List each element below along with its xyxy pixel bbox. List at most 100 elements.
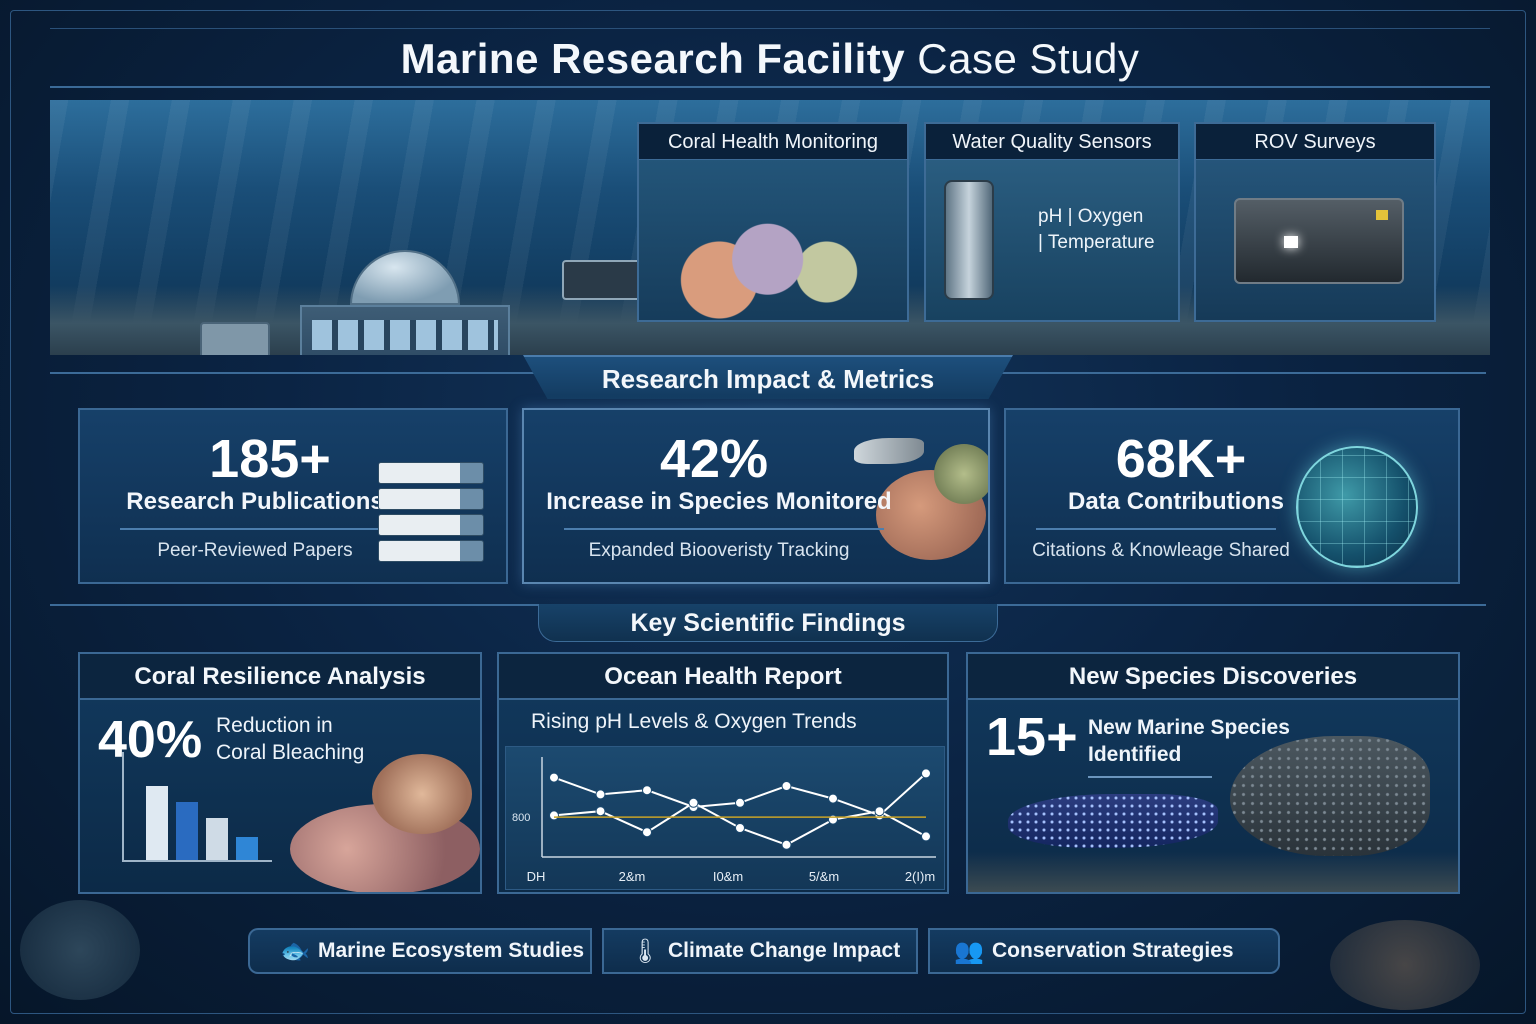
metric-subtext: Peer-Reviewed Papers — [157, 540, 353, 561]
metric-card-species: 42% Increase in Species Monitored Expand… — [522, 408, 990, 584]
findings-banner: Key Scientific Findings — [538, 604, 998, 642]
ocean-line-chart: 800 DH 2&m I0&m 5/&m 2(I)m — [505, 746, 945, 890]
people-icon: 👥 — [954, 937, 984, 965]
metric-value: 68K+ — [1115, 429, 1247, 489]
coral-image — [372, 754, 472, 834]
card-title: New Species Discoveries — [968, 654, 1458, 700]
sensor-overlay-text: pH | Oxygen | Temperature — [1038, 204, 1155, 256]
x-tick-label: 2(I)m — [905, 869, 935, 884]
data-point — [921, 768, 931, 779]
metrics-banner: Research Impact & Metrics — [523, 355, 1013, 399]
data-point — [595, 789, 606, 800]
books-icon — [378, 462, 484, 566]
coral-resilience-card: Coral Resilience Analysis 40% Reduction … — [78, 652, 482, 894]
panel-caption: Coral Health Monitoring — [639, 124, 907, 160]
footer-label: Marine Ecosystem Studies — [318, 939, 585, 962]
data-point — [642, 785, 652, 796]
coral-label-line: Reduction in — [216, 714, 333, 737]
y-tick-label: 800 — [512, 812, 530, 824]
species-rule — [1088, 776, 1212, 778]
metric-rule — [120, 528, 390, 530]
habitat-windows — [312, 320, 498, 350]
globe-icon — [1296, 446, 1418, 568]
coral-decoration — [1330, 920, 1480, 1010]
species-value: 15+ — [986, 707, 1078, 767]
habitat-pod — [200, 322, 270, 355]
data-point — [642, 827, 652, 838]
coral-label: Reduction in Coral Bleaching — [216, 712, 364, 766]
series-line — [553, 772, 927, 817]
data-point — [828, 793, 838, 804]
data-point — [549, 810, 559, 821]
water-quality-panel: Water Quality Sensors pH | Oxygen | Temp… — [924, 122, 1180, 322]
title-bold: Marine Research Facility — [400, 35, 906, 82]
footer-label: Climate Change Impact — [668, 939, 901, 962]
mini-bar — [176, 801, 198, 860]
ocean-health-card: Ocean Health Report Rising pH Levels & O… — [497, 652, 949, 894]
species-label: New Marine Species Identified — [1088, 714, 1290, 768]
metric-card-data: 68K+ Data Contributions Citations & Know… — [1004, 408, 1460, 584]
mini-bar — [206, 817, 228, 860]
ocean-subtitle: Rising pH Levels & Oxygen Trends — [531, 710, 857, 733]
sensor-device — [944, 180, 994, 300]
metric-subtext: Expanded Biooveristy Tracking — [588, 540, 850, 561]
coral-image — [934, 444, 988, 504]
rov-surveys-panel: ROV Surveys — [1194, 122, 1436, 322]
mini-bar — [236, 836, 258, 860]
seafloor — [968, 852, 1458, 892]
mini-bar — [146, 785, 168, 860]
metric-value: 42% — [659, 429, 769, 489]
data-point — [735, 823, 745, 833]
x-tick-label: 5/&m — [809, 869, 839, 884]
data-point — [874, 806, 885, 817]
data-point — [781, 839, 792, 850]
metric-rule — [1036, 528, 1276, 530]
x-tick-label: DH — [527, 869, 546, 884]
species-label-line: Identified — [1088, 743, 1182, 766]
species-discoveries-card: New Species Discoveries 15+ New Marine S… — [966, 652, 1460, 894]
metric-subtext: Citations & Knowleage Shared — [1032, 540, 1290, 561]
spotted-fish-image — [1230, 736, 1430, 856]
footer-conservation[interactable]: 👥 Conservation Strategies — [928, 928, 1280, 974]
metric-value: 185+ — [209, 429, 331, 489]
coral-label-line: Coral Bleaching — [216, 741, 365, 764]
data-point — [735, 797, 745, 808]
sensor-overlay-line: | Temperature — [1038, 232, 1155, 253]
rov-vehicle — [1234, 198, 1404, 284]
metric-label: Research Publications — [126, 488, 384, 515]
outer-frame — [10, 10, 1526, 1014]
line-chart-svg: 800 DH 2&m I0&m 5/&m 2(I)m — [512, 757, 936, 884]
thermometer-icon: 🌡 — [629, 937, 661, 965]
coral-value: 40% — [98, 711, 203, 769]
x-tick-label: 2&m — [619, 869, 646, 884]
ray-fish-image — [1008, 794, 1218, 848]
metric-label: Increase in Species Monitored — [546, 488, 892, 515]
footer-climate-change[interactable]: 🌡 Climate Change Impact — [602, 928, 918, 974]
coral-decoration — [20, 900, 140, 1000]
rov-image — [1196, 160, 1434, 320]
sensor-overlay-line: pH | Oxygen — [1038, 206, 1144, 227]
sensor-image: pH | Oxygen | Temperature — [926, 160, 1178, 320]
page-title: Marine Research Facility Case Study — [50, 29, 1490, 89]
fish-image — [854, 438, 924, 464]
footer-marine-ecosystem[interactable]: 🐟 Marine Ecosystem Studies — [248, 928, 592, 974]
metric-card-publications: 185+ Research Publications Peer-Reviewed… — [78, 408, 508, 584]
coral-health-panel: Coral Health Monitoring — [637, 122, 909, 322]
data-point — [688, 797, 699, 808]
card-title: Coral Resilience Analysis — [80, 654, 480, 700]
metric-rule — [564, 528, 884, 530]
data-point — [595, 806, 606, 817]
panel-caption: Water Quality Sensors — [926, 124, 1178, 160]
rov-marker — [1376, 210, 1388, 220]
data-point — [921, 831, 931, 842]
fish-icon: 🐟 — [280, 937, 310, 965]
species-label-line: New Marine Species — [1088, 716, 1290, 739]
mini-bar-chart — [122, 752, 272, 862]
data-point — [781, 781, 792, 791]
data-point — [549, 772, 559, 783]
metric-label: Data Contributions — [1068, 488, 1284, 515]
rov-light — [1284, 236, 1298, 248]
page-header: Marine Research Facility Case Study — [50, 28, 1490, 88]
footer-label: Conservation Strategies — [992, 939, 1234, 962]
coral-image — [639, 160, 907, 320]
